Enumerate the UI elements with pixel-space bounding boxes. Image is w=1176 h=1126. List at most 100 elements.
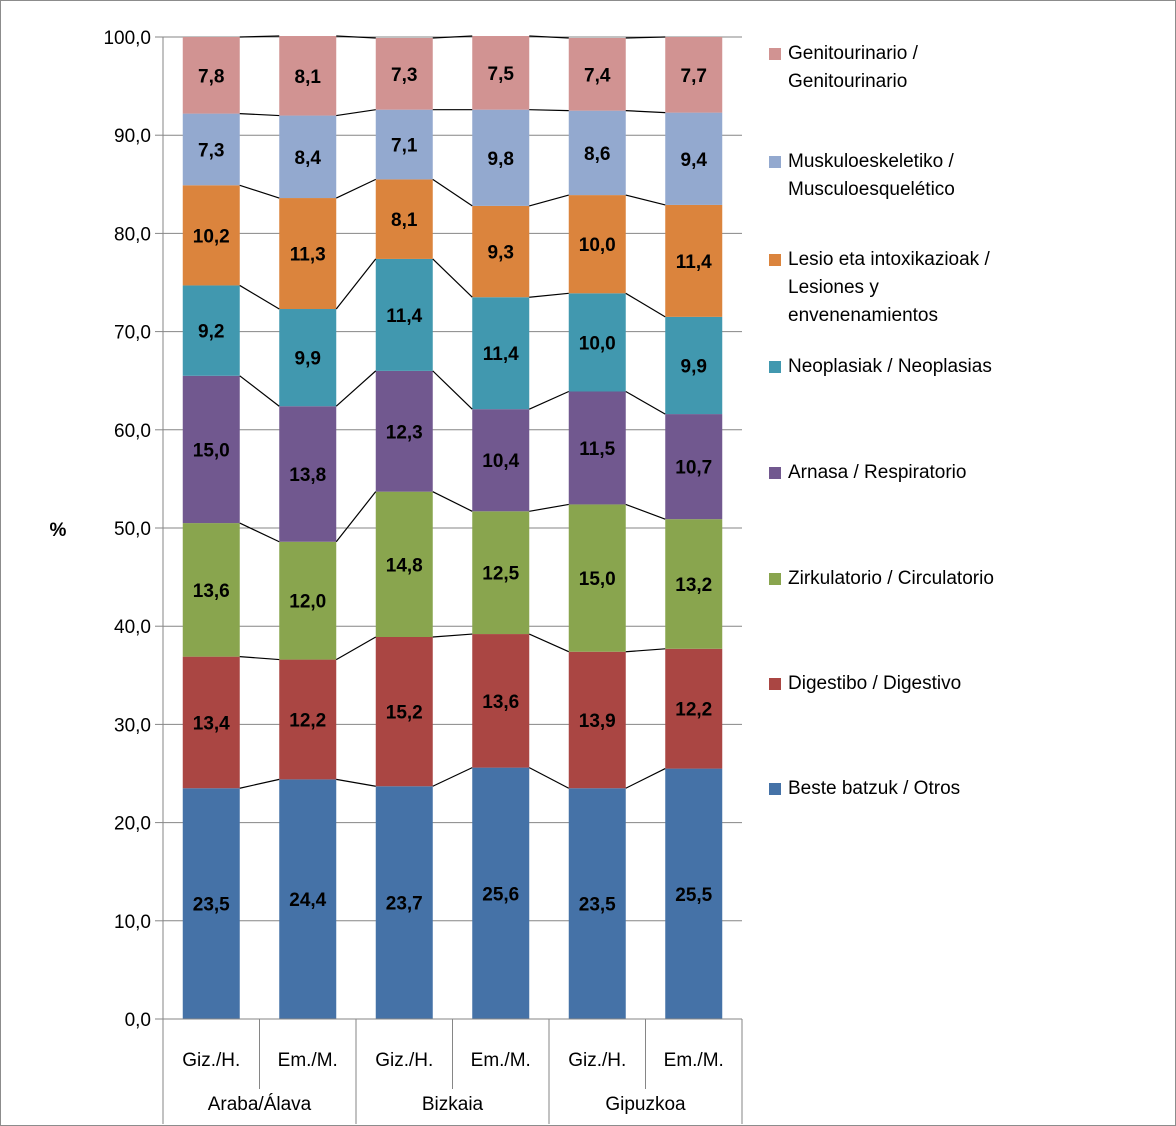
- legend-item: Beste batzuk / Otros: [769, 775, 1118, 803]
- series-line: [239, 184, 280, 199]
- bar-segment: [182, 656, 240, 789]
- bar-segment: [375, 37, 433, 110]
- data-label: 12,5: [482, 564, 519, 585]
- legend-label: Beste batzuk / Otros: [788, 778, 961, 799]
- bar-segment: [375, 179, 433, 259]
- series-line: [432, 178, 473, 207]
- data-label: 11,4: [483, 344, 519, 365]
- series-line: [625, 768, 666, 789]
- series-line: [336, 109, 376, 117]
- data-label: 10,0: [579, 235, 616, 256]
- bar-segment: [182, 523, 240, 657]
- x-category-label: Em./M.: [471, 1050, 531, 1071]
- legend-label: Muskuloeskeletiko / Musculoesquelético: [788, 151, 955, 200]
- legend-swatch: [769, 361, 781, 373]
- data-label: 12,3: [386, 422, 423, 443]
- data-label: 10,4: [482, 451, 519, 472]
- series-line: [239, 522, 280, 543]
- legend-label: Arnasa / Respiratorio: [788, 462, 967, 483]
- bar-segment: [279, 779, 337, 1019]
- bar-segment: [665, 414, 723, 520]
- data-label: 10,2: [193, 226, 230, 247]
- bar-segment: [472, 36, 530, 110]
- data-label: 11,3: [290, 245, 326, 266]
- bar-segment: [472, 511, 530, 635]
- series-line: [625, 194, 666, 206]
- series-line: [529, 503, 569, 512]
- data-label: 25,5: [675, 885, 712, 906]
- data-label: 7,4: [584, 65, 611, 86]
- series-line: [335, 178, 377, 199]
- legend-swatch: [769, 156, 781, 168]
- bar-segment: [472, 634, 530, 768]
- bar-segment: [568, 788, 626, 1019]
- series-line: [529, 390, 569, 410]
- x-category-label: Em./M.: [664, 1050, 724, 1071]
- bar-segment: [182, 375, 240, 524]
- x-category-label: Em./M.: [278, 1050, 338, 1071]
- bar-segment: [279, 659, 337, 780]
- bar-segment: [182, 185, 240, 286]
- series-line: [335, 636, 377, 661]
- data-label: 9,4: [681, 150, 708, 171]
- series-line: [432, 370, 473, 410]
- y-tick-label: 100,0: [103, 28, 151, 49]
- series-line: [625, 648, 666, 653]
- series-line: [432, 767, 473, 787]
- data-label: 7,1: [391, 136, 418, 157]
- legend-swatch: [769, 254, 781, 266]
- bar-segment: [182, 285, 240, 376]
- bar-segment: [472, 297, 530, 410]
- legend-swatch: [769, 573, 781, 585]
- data-label: 7,7: [681, 66, 707, 87]
- bar-segment: [279, 309, 337, 407]
- bar-segment: [665, 519, 723, 649]
- series-line: [528, 767, 570, 789]
- data-label: 13,2: [675, 575, 712, 596]
- data-label: 8,1: [391, 210, 418, 231]
- data-label: 23,5: [193, 895, 230, 916]
- legend-label: Zirkulatorio / Circulatorio: [788, 568, 994, 589]
- y-tick-label: 50,0: [114, 519, 151, 540]
- data-label: 8,6: [584, 144, 610, 165]
- bar-segment: [665, 37, 723, 113]
- x-category-label: Giz./H.: [182, 1050, 240, 1071]
- y-tick-label: 40,0: [114, 617, 151, 638]
- y-tick-label: 20,0: [114, 814, 151, 835]
- legend-label: Genitourinario / Genitourinario: [788, 43, 918, 92]
- series-line: [335, 370, 377, 407]
- bar-segment: [665, 112, 723, 205]
- series-line: [432, 633, 473, 638]
- bar-segment: [568, 391, 626, 505]
- y-axis-label: %: [50, 520, 67, 541]
- series-line: [336, 35, 376, 39]
- legend-item: Zirkulatorio / Circulatorio: [769, 565, 1118, 593]
- series-line: [625, 503, 666, 520]
- legend-item: Arnasa / Respiratorio: [769, 459, 1118, 487]
- bar-segment: [182, 113, 240, 186]
- legend-label: Digestibo / Digestivo: [788, 673, 962, 694]
- data-label: 10,7: [675, 458, 712, 479]
- y-tick-label: 80,0: [114, 224, 151, 245]
- data-label: 9,2: [198, 322, 224, 343]
- data-label: 13,8: [289, 465, 326, 486]
- y-tick-label: 30,0: [114, 715, 151, 736]
- y-tick-label: 60,0: [114, 421, 151, 442]
- series-line: [239, 284, 280, 310]
- x-group-label: Araba/Álava: [208, 1094, 312, 1115]
- data-label: 13,6: [193, 581, 230, 602]
- data-label: 11,4: [386, 306, 422, 327]
- bar-segment: [375, 491, 433, 638]
- y-tick-label: 0,0: [125, 1010, 151, 1031]
- bar-segment: [182, 788, 240, 1019]
- bar-segment: [472, 767, 530, 1019]
- series-line: [529, 633, 569, 653]
- data-label: 15,0: [579, 569, 616, 590]
- bar-segment: [375, 370, 433, 492]
- data-label: 25,6: [482, 884, 519, 905]
- y-tick-label: 10,0: [114, 912, 151, 933]
- data-label: 7,8: [198, 66, 224, 87]
- legend-swatch: [769, 783, 781, 795]
- series-line: [529, 194, 569, 207]
- data-label: 12,2: [289, 710, 326, 731]
